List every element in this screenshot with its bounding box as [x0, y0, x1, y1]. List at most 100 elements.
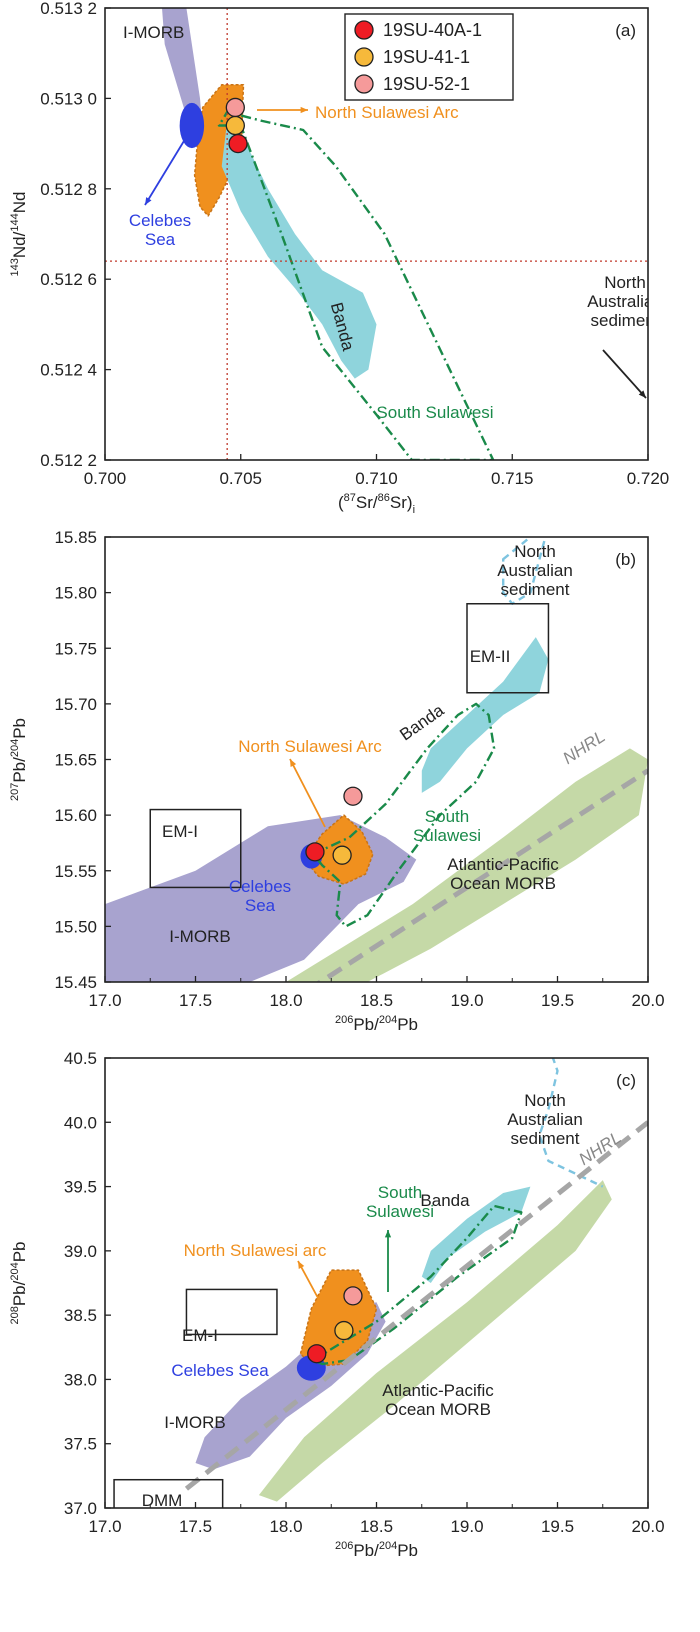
y-tick-label: 0.512 2 [40, 451, 97, 470]
annotation-em-ii: EM-II [470, 647, 511, 666]
arrow-south-sulawesi-head [384, 1230, 392, 1238]
field-atlantic-pacific-ocean-morb [286, 748, 648, 982]
point-19su-52-1 [225, 97, 245, 118]
x-tick-label: 18.0 [269, 1517, 302, 1536]
annotation-atlantic-pacific-ocean-morb: Atlantic-Pacific Ocean MORB [382, 1381, 494, 1419]
x-axis-title: 206Pb/204Pb [335, 1540, 418, 1560]
y-tick-label: 15.45 [54, 973, 97, 992]
y-axis-title: 143Nd/144Nd [9, 192, 29, 277]
box-em-ii [466, 603, 550, 694]
y-tick-label: 39.0 [64, 1242, 97, 1261]
point-19su-52-1 [343, 786, 363, 806]
x-tick-label: 19.0 [450, 1517, 483, 1536]
x-tick-label: 19.5 [541, 1517, 574, 1536]
y-tick-label: 0.513 0 [40, 89, 97, 108]
x-tick-label: 20.0 [631, 1517, 664, 1536]
y-axis-title: 207Pb/204Pb [9, 718, 29, 801]
annotation-north-australian-sediment: North Australian sediment [587, 273, 663, 330]
panel-label: (c) [616, 1071, 636, 1090]
y-tick-label: 37.0 [64, 1499, 97, 1518]
y-tick-label: 15.50 [54, 917, 97, 936]
x-tick-label: 19.5 [541, 991, 574, 1010]
annotation-north-sulawesi-arc: North Sulawesi arc [184, 1241, 327, 1260]
x-tick-label: 18.5 [360, 1517, 393, 1536]
y-tick-label: 15.80 [54, 584, 97, 603]
annotation-i-morb: I-MORB [164, 1413, 225, 1432]
box-em-i [149, 808, 242, 889]
x-tick-label: 18.5 [360, 991, 393, 1010]
annotation-north-sulawesi-arc: North Sulawesi Arc [238, 737, 382, 756]
y-tick-label: 0.512 4 [40, 361, 97, 380]
box-dmm [113, 1478, 224, 1508]
legend-label: 19SU-41-1 [383, 47, 470, 67]
annotation-south-sulawesi: South Sulawesi [366, 1183, 434, 1221]
arrow-north-sulawesi-arc-head [300, 106, 308, 114]
x-tick-label: 17.5 [179, 991, 212, 1010]
y-tick-label: 15.70 [54, 695, 97, 714]
field-south-sulawesi [311, 702, 496, 928]
y-tick-label: 0.513 2 [40, 0, 97, 18]
panel-label: (b) [615, 550, 636, 569]
x-tick-label: 20.0 [631, 991, 664, 1010]
annotation-atlantic-pacific-ocean-morb: Atlantic-Pacific Ocean MORB [447, 855, 559, 893]
legend-marker [354, 20, 374, 40]
y-tick-label: 15.55 [54, 862, 97, 881]
x-axis-title: 206Pb/204Pb [335, 1014, 418, 1034]
x-tick-label: 0.710 [355, 469, 398, 488]
y-tick-label: 38.0 [64, 1370, 97, 1389]
arrow-north-australian-sediment [602, 349, 647, 399]
box-em-i [185, 1288, 278, 1336]
x-axis-title: (87Sr/86Sr)i [338, 492, 415, 516]
point-19su-41-1 [332, 845, 352, 865]
annotation-em-i: EM-I [182, 1326, 218, 1345]
y-tick-label: 37.5 [64, 1435, 97, 1454]
reference-line-nhrl [315, 768, 648, 982]
y-tick-label: 39.5 [64, 1178, 97, 1197]
x-tick-label: 0.705 [219, 469, 262, 488]
annotation-dmm: DMM [142, 1491, 183, 1510]
field-atlantic-pacific-ocean-morb [258, 1180, 612, 1502]
legend-label: 19SU-40A-1 [383, 20, 482, 40]
x-tick-label: 0.720 [627, 469, 670, 488]
annotation-north-australian-sediment: North Australian sediment [497, 542, 573, 599]
point-19su-41-1 [225, 115, 245, 136]
y-tick-label: 15.65 [54, 751, 97, 770]
y-tick-label: 0.512 8 [40, 180, 97, 199]
y-tick-label: 40.0 [64, 1113, 97, 1132]
legend-marker [354, 74, 374, 94]
x-tick-label: 17.0 [88, 1517, 121, 1536]
arrow-north-sulawesi-arc-head [298, 1261, 305, 1269]
annotation-i-morb: I-MORB [123, 23, 184, 42]
annotation-north-sulawesi-arc: North Sulawesi Arc [315, 103, 459, 122]
point-19su-41-1 [334, 1320, 354, 1341]
x-tick-label: 0.700 [84, 469, 127, 488]
point-19su-40a-1 [305, 842, 325, 862]
legend-marker [354, 47, 374, 67]
y-axis-title: 208Pb/204Pb [9, 1241, 29, 1324]
field-banda [221, 121, 377, 379]
annotation-north-australian-sediment: North Australian sediment [507, 1091, 583, 1148]
y-tick-label: 38.5 [64, 1306, 97, 1325]
y-tick-label: 40.5 [64, 1049, 97, 1068]
panel-label: (a) [615, 21, 636, 40]
chart-panel-2: EM-I EM-II North Australian sediment Banda Nor… [9, 528, 665, 1034]
x-tick-label: 17.5 [179, 1517, 212, 1536]
annotation-celebes-sea: Celebes Sea [171, 1361, 269, 1380]
point-19su-40a-1 [228, 133, 248, 154]
arrow-north-australian-sediment-head [638, 390, 646, 398]
x-tick-label: 19.0 [450, 991, 483, 1010]
field-banda [421, 1186, 531, 1283]
point-19su-40a-1 [307, 1344, 327, 1364]
arrow-north-sulawesi-arc-head [290, 759, 297, 767]
arrow-north-sulawesi-arc [289, 758, 326, 828]
annotation-banda: Banda [396, 700, 448, 744]
arrow-celebes-sea-head [145, 197, 152, 205]
plot-area: EM-I EM-II North Australian sediment Banda Nor… [105, 537, 648, 982]
x-tick-label: 17.0 [88, 991, 121, 1010]
y-tick-label: 15.60 [54, 806, 97, 825]
field-north-australian-sediment [538, 1058, 604, 1188]
annotation-em-i: EM-I [162, 822, 198, 841]
